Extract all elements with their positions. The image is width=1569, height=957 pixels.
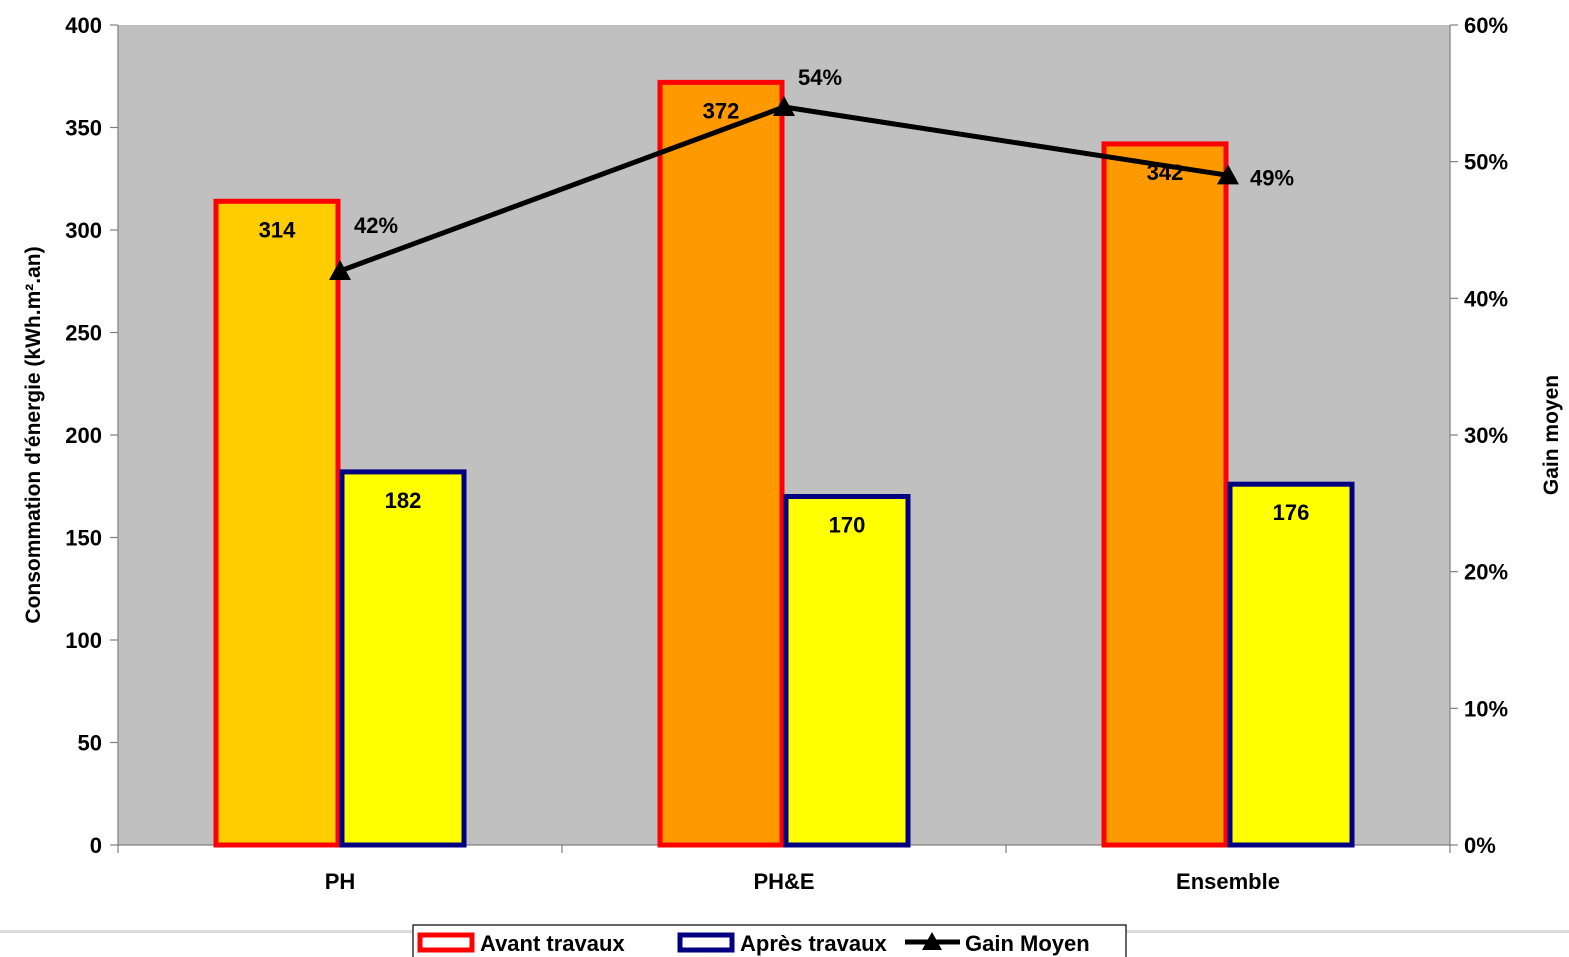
legend-swatch-1 — [677, 932, 735, 953]
left-tick-label: 350 — [65, 116, 102, 141]
right-tick-label: 50% — [1464, 150, 1508, 175]
x-tick-label: PH — [325, 869, 356, 894]
left-tick-label: 250 — [65, 321, 102, 346]
x-tick-label: PH&E — [753, 869, 814, 894]
right-tick-label: 30% — [1464, 423, 1508, 448]
legend-box — [412, 924, 1127, 957]
legend-marker-swatch — [922, 932, 942, 950]
bar-value-label: 176 — [1273, 500, 1310, 525]
bar-value-label: 170 — [829, 513, 866, 538]
legend-label: Avant travaux — [480, 931, 625, 956]
x-tick-label: Ensemble — [1176, 869, 1280, 894]
bar-value-label: 342 — [1147, 160, 1184, 185]
y-axis-title: Consommation d'énergie (kWh.m².an) — [22, 246, 45, 623]
gain-value-label: 49% — [1250, 165, 1294, 190]
right-tick-label: 20% — [1464, 560, 1508, 585]
right-tick-label: 40% — [1464, 286, 1508, 311]
right-tick-label: 0% — [1464, 833, 1496, 858]
gain-marker-1 — [773, 96, 795, 116]
bar-avant-0 — [213, 198, 341, 848]
left-tick-label: 150 — [65, 526, 102, 551]
bar-avant-1 — [657, 79, 785, 848]
bar-value-label: 182 — [385, 488, 422, 513]
bar-avant-2 — [1101, 141, 1229, 848]
gain-value-label: 54% — [798, 65, 842, 90]
legend-label: Après travaux — [740, 931, 888, 956]
bar-apres-2 — [1227, 481, 1355, 848]
bar-apres-0 — [339, 469, 467, 848]
right-tick-label: 10% — [1464, 696, 1508, 721]
bar-apres-1 — [783, 494, 911, 848]
legend-label: Gain Moyen — [965, 931, 1090, 956]
gain-marker-2 — [1217, 164, 1239, 185]
gain-marker-0 — [329, 260, 351, 280]
left-tick-label: 200 — [65, 423, 102, 448]
bar-value-label: 314 — [259, 217, 296, 242]
left-tick-label: 300 — [65, 218, 102, 243]
y2-axis-title: Gain moyen — [1540, 375, 1563, 495]
legend-swatch-0 — [417, 932, 475, 953]
gain-value-label: 42% — [354, 213, 398, 238]
left-tick-label: 50 — [78, 731, 102, 756]
left-tick-label: 0 — [90, 833, 102, 858]
left-tick-label: 100 — [65, 628, 102, 653]
bar-value-label: 372 — [703, 98, 740, 123]
left-tick-label: 400 — [65, 13, 102, 38]
right-tick-label: 60% — [1464, 13, 1508, 38]
